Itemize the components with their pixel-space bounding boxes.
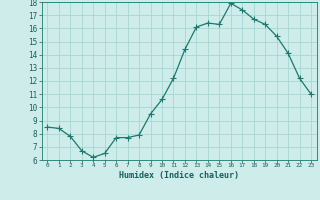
X-axis label: Humidex (Indice chaleur): Humidex (Indice chaleur) xyxy=(119,171,239,180)
